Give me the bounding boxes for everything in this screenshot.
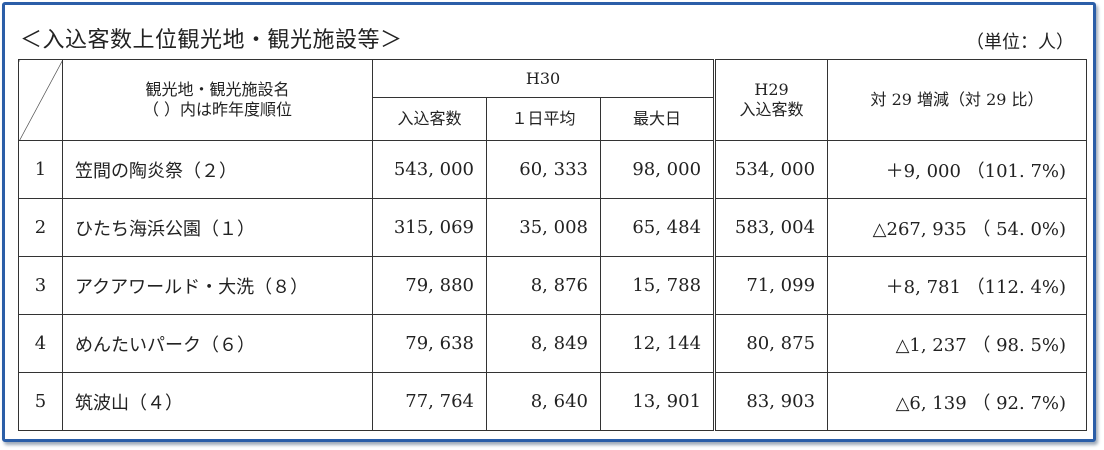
unit-label: （単位：人）: [966, 32, 1074, 53]
table-title: ＜入込客数上位観光地・観光施設等＞: [20, 28, 403, 53]
table-row: 4 めんたいパーク（６） 79, 638 8, 849 12, 144 80, …: [18, 314, 1088, 373]
rank-cell: 2: [18, 198, 63, 257]
table-row: 2 ひたち海浜公園（１） 315, 069 35, 008 65, 484 58…: [18, 198, 1088, 257]
name-header-line2: （ ）内は昨年度順位: [142, 100, 293, 119]
visitors-cell: 77, 764: [372, 372, 487, 431]
h29-header-line2: 入込客数: [739, 100, 804, 119]
diff-cell: △6, 139 （ 92. 7%): [827, 372, 1088, 431]
h30-header: H30: [371, 59, 716, 98]
h29-cell: 71, 099: [713, 256, 829, 315]
max-cell: 98, 000: [599, 140, 716, 199]
daily-cell: 8, 849: [486, 314, 601, 373]
name-cell: ひたち海浜公園（１）: [62, 198, 373, 257]
h29-header: H29 入込客数: [713, 59, 829, 141]
daily-cell: 8, 876: [486, 256, 601, 315]
name-header-line1: 観光地・観光施設名: [145, 80, 290, 99]
diff-header: 対 29 増減（対 29 比）: [827, 59, 1088, 141]
h29-cell: 83, 903: [713, 372, 829, 431]
table-row: 1 笠間の陶炎祭（２） 543, 000 60, 333 98, 000 534…: [18, 140, 1088, 199]
header-row-1: 観光地・観光施設名 （ ）内は昨年度順位 H30 H29 入込客数 対 29 増…: [18, 59, 1088, 141]
name-cell: アクアワールド・大洗（８）: [62, 256, 373, 315]
rank-cell: 1: [18, 140, 63, 199]
visitors-cell: 79, 638: [372, 314, 487, 373]
daily-cell: 60, 333: [486, 140, 601, 199]
h30-visitors-header: 入込客数: [372, 97, 487, 141]
max-cell: 12, 144: [599, 314, 716, 373]
h30-daily-header: １日平均: [486, 97, 601, 141]
visitors-cell: 79, 880: [372, 256, 487, 315]
rank-cell: 3: [18, 256, 63, 315]
name-header: 観光地・観光施設名 （ ）内は昨年度順位: [62, 59, 373, 141]
visitor-table: 観光地・観光施設名 （ ）内は昨年度順位 H30 H29 入込客数 対 29 増…: [18, 59, 1088, 431]
h29-header-line1: H29: [754, 80, 789, 99]
diff-cell: △267, 935 （ 54. 0%): [827, 198, 1088, 257]
name-cell: 笠間の陶炎祭（２）: [62, 140, 373, 199]
daily-cell: 8, 640: [486, 372, 601, 431]
diff-cell: ＋9, 000 （101. 7%): [827, 140, 1088, 199]
max-cell: 13, 901: [599, 372, 716, 431]
visitors-cell: 543, 000: [372, 140, 487, 199]
h29-cell: 583, 004: [713, 198, 829, 257]
visitors-cell: 315, 069: [372, 198, 487, 257]
diff-cell: ＋8, 781 （112. 4%): [827, 256, 1088, 315]
table-row: 5 筑波山（４） 77, 764 8, 640 13, 901 83, 903 …: [18, 372, 1088, 431]
table-row: 3 アクアワールド・大洗（８） 79, 880 8, 876 15, 788 7…: [18, 256, 1088, 315]
h30-max-header: 最大日: [599, 97, 716, 141]
daily-cell: 35, 008: [486, 198, 601, 257]
corner-cell: [18, 59, 63, 141]
h29-cell: 80, 875: [713, 314, 829, 373]
name-cell: めんたいパーク（６）: [62, 314, 373, 373]
rank-cell: 5: [18, 372, 63, 431]
name-cell: 筑波山（４）: [62, 372, 373, 431]
h29-cell: 534, 000: [713, 140, 829, 199]
diff-cell: △1, 237 （ 98. 5%): [827, 314, 1088, 373]
max-cell: 15, 788: [599, 256, 716, 315]
rank-cell: 4: [18, 314, 63, 373]
max-cell: 65, 484: [599, 198, 716, 257]
